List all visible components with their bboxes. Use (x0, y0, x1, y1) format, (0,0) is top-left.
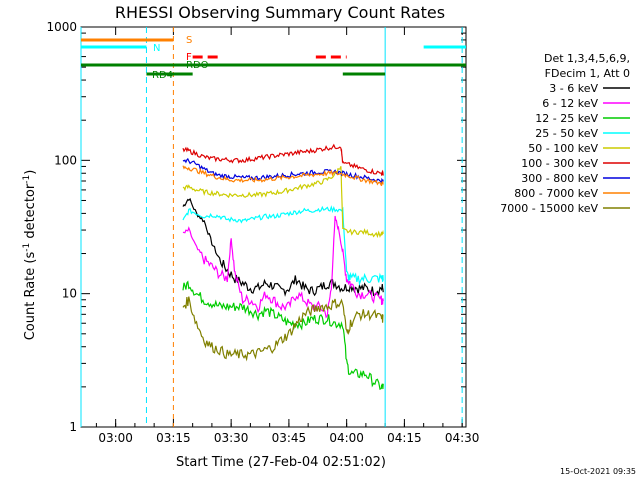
legend-entry-label: 800 - 7000 keV (514, 187, 598, 200)
y-tick-label: 10 (62, 287, 77, 301)
timestamp: 15-Oct-2021 09:35 (560, 467, 636, 476)
legend-entry-label: 50 - 100 keV (528, 142, 598, 155)
x-tick-label: 04:30 (445, 431, 480, 445)
plot-layer: 03:00 03:15 03:30 03:45 04:00 04:15 04:30 1 10 10… (46, 20, 479, 445)
y-tick-label: 1 (69, 420, 77, 434)
y-axis-label-exp2: -1 (22, 175, 32, 184)
y-axis-label: Count Rate (s-1 detector-1) (22, 170, 38, 341)
y-tick-label: 1000 (46, 20, 77, 34)
legend: 3 - 6 keV 6 - 12 keV 12 - 25 keV 25 - 50 ke… (500, 82, 630, 215)
legend-entry-label: 3 - 6 keV (549, 82, 598, 95)
plot-frame (80, 26, 467, 428)
legend-title-line-1: Det 1,3,4,5,6,9, (544, 52, 630, 65)
flag-label: RDO (186, 60, 209, 71)
flag-label: F (186, 52, 192, 63)
legend-entry-label: 7000 - 15000 keV (500, 202, 598, 215)
legend-title-line-2: FDecim 1, Att 0 (545, 67, 630, 80)
x-tick-label: 04:00 (329, 431, 364, 445)
legend-entry-label: 100 - 300 keV (521, 157, 598, 170)
x-tick-label: 03:30 (214, 431, 249, 445)
legend-entry-label: 300 - 800 keV (521, 172, 598, 185)
y-axis-label-exp: -1 (22, 243, 32, 252)
y-axis-label-main: Count Rate (s (23, 252, 38, 341)
y-tick-label: 100 (54, 153, 77, 167)
x-tick-label: 03:15 (156, 431, 191, 445)
x-tick-label: 03:00 (98, 431, 133, 445)
legend-entry-label: 25 - 50 keV (535, 127, 598, 140)
chart-title: RHESSI Observing Summary Count Rates (115, 3, 445, 22)
series-line-7000-15000-kev (182, 296, 384, 362)
y-axis-label-end: ) (23, 170, 38, 175)
series-line-12-25-kev (182, 280, 384, 390)
series-line-6-12-kev (182, 215, 384, 319)
x-tick-label: 03:45 (272, 431, 307, 445)
y-axis-label-mid: detector (23, 183, 38, 243)
series-line-100-300-kev (182, 143, 384, 177)
legend-entry-label: 6 - 12 keV (542, 97, 598, 110)
x-tick-label: 04:15 (387, 431, 422, 445)
flag-label: S (186, 35, 192, 46)
series-line-50-100-kev (182, 166, 384, 239)
flag-label: RD4 (152, 70, 173, 81)
svg-text:Count Rate (s-1 detector-1): Count Rate (s-1 detector-1) (22, 170, 38, 341)
series-line-800-7000-kev (182, 165, 384, 187)
x-axis-label: Start Time (27-Feb-04 02:51:02) (176, 455, 386, 470)
flag-label: N (153, 43, 160, 54)
series-line-25-50-kev (182, 205, 384, 287)
series-line-300-800-kev (182, 157, 384, 184)
legend-entry-label: 12 - 25 keV (535, 112, 598, 125)
